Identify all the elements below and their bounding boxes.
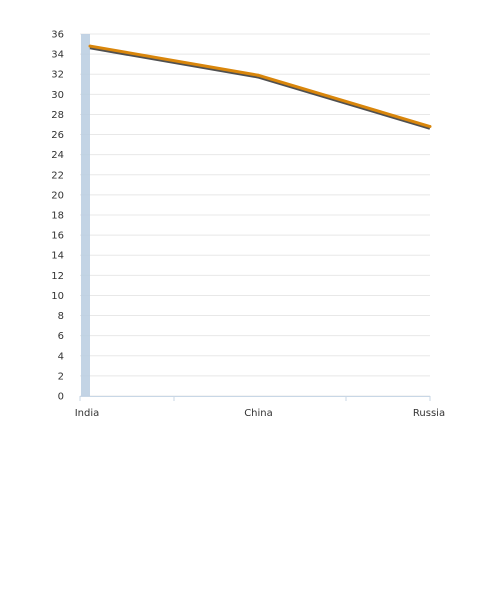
y-tick-label: 2 [58,371,64,382]
data-point [256,73,260,77]
crosshair-band [81,34,90,396]
y-tick-label: 28 [51,110,64,121]
x-tick-label: China [244,408,273,419]
series-line-shadow [89,45,431,130]
y-tick-label: 10 [51,291,64,302]
y-tick-label: 12 [51,271,64,282]
x-tick-label: Russia [413,408,445,419]
y-tick-label: 18 [51,211,64,222]
y-tick-label: 14 [51,251,64,262]
y-tick-label: 26 [51,130,64,141]
y-tick-label: 4 [58,351,64,362]
data-point [88,44,92,48]
y-tick-label: 6 [58,331,64,342]
x-tick-label: India [75,408,100,419]
x-axis-tick-labels: India China Russia [75,408,445,419]
y-tick-label: 24 [51,150,64,161]
y-tick-label: 16 [51,231,64,242]
y-tick-label: 0 [58,392,64,403]
y-tick-label: 30 [51,90,64,101]
y-tick-label: 36 [51,30,64,41]
x-tick-marks [79,396,431,401]
gridlines [80,33,430,397]
y-tick-label: 20 [51,190,64,201]
y-tick-label: 34 [51,50,64,61]
data-point [428,125,432,129]
series-layer [88,44,432,130]
y-tick-label: 32 [51,70,64,81]
y-tick-label: 8 [58,311,64,322]
y-tick-label: 22 [51,170,64,181]
